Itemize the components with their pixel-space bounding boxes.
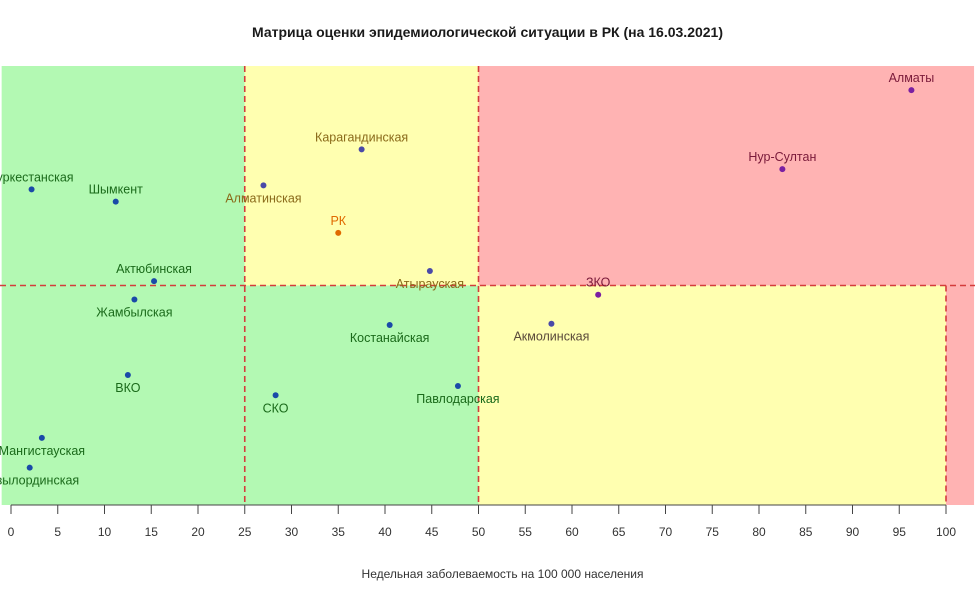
x-tick-label-30: 30: [285, 525, 299, 539]
point-label-13: ВКО: [115, 381, 140, 395]
point-12: [386, 322, 393, 329]
point-label-11: Жамбылская: [96, 306, 172, 320]
point-label-4: РК: [330, 214, 346, 228]
point-label-7: Акмолинская: [513, 330, 589, 344]
point-label-17: Кызылординская: [0, 474, 79, 488]
x-tick-label-0: 0: [8, 525, 15, 539]
point-14: [272, 392, 279, 399]
point-1: [779, 166, 786, 173]
point-label-10: Актюбинская: [116, 262, 192, 276]
point-13: [124, 372, 131, 379]
point-label-5: Атырауская: [396, 277, 464, 291]
x-tick-label-60: 60: [565, 525, 579, 539]
zone-2: [478, 66, 975, 286]
point-6: [595, 291, 602, 298]
x-tick-label-50: 50: [472, 525, 486, 539]
point-label-1: Нур-Султан: [748, 150, 816, 164]
point-label-0: Алматы: [889, 71, 935, 85]
x-axis: 0 5 10 15 20 25 30 35 40 45 50 55 60 65 70 75 80 85 90 95 10…: [8, 504, 956, 539]
x-tick-label-70: 70: [659, 525, 673, 539]
point-label-15: Павлодарская: [416, 392, 499, 406]
point-7: [548, 320, 555, 327]
point-17: [26, 464, 33, 471]
x-tick-label-5: 5: [54, 525, 61, 539]
x-tick-label-80: 80: [752, 525, 766, 539]
x-tick-label-15: 15: [145, 525, 159, 539]
data-points: Алматы Нур-Султан Карагандинская Алматинска…: [0, 71, 934, 488]
point-label-6: ЗКО: [586, 276, 611, 290]
point-label-2: Карагандинская: [315, 130, 408, 144]
x-tick-label-100: 100: [936, 525, 956, 539]
point-10: [151, 278, 158, 285]
point-label-8: Туркестанская: [0, 170, 74, 184]
x-tick-label-55: 55: [519, 525, 533, 539]
x-tick-label-65: 65: [612, 525, 626, 539]
zone-5: [946, 285, 975, 505]
x-tick-label-45: 45: [425, 525, 439, 539]
x-tick-label-75: 75: [706, 525, 720, 539]
x-tick-label-10: 10: [98, 525, 112, 539]
x-tick-label-25: 25: [238, 525, 252, 539]
point-label-9: Шымкент: [89, 183, 143, 197]
point-15: [454, 383, 461, 390]
zone-1: [244, 66, 479, 286]
point-11: [131, 296, 138, 303]
x-tick-label-20: 20: [191, 525, 205, 539]
point-label-14: СКО: [263, 401, 289, 415]
risk-zones: [1, 66, 975, 505]
x-axis-title: Недельная заболеваемость на 100 000 насе…: [361, 567, 644, 581]
chart-title: Матрица оценки эпидемиологической ситуац…: [251, 24, 723, 40]
x-tick-label-90: 90: [846, 525, 860, 539]
point-8: [28, 186, 35, 193]
x-tick-label-95: 95: [893, 525, 907, 539]
point-4: [335, 229, 342, 236]
point-9: [112, 198, 119, 205]
zone-3: [1, 285, 479, 505]
point-16: [38, 434, 45, 441]
x-tick-label-40: 40: [378, 525, 392, 539]
x-tick-label-85: 85: [799, 525, 813, 539]
point-label-3: Алматинская: [225, 191, 301, 205]
point-0: [908, 87, 915, 94]
point-label-16: Мангистауская: [0, 444, 85, 458]
point-2: [358, 146, 365, 153]
x-tick-label-35: 35: [332, 525, 346, 539]
point-5: [426, 268, 433, 275]
zone-0: [1, 66, 245, 286]
point-label-12: Костанайская: [350, 331, 430, 345]
zone-4: [478, 285, 946, 505]
point-3: [260, 182, 267, 189]
threshold-lines: [0, 66, 975, 505]
